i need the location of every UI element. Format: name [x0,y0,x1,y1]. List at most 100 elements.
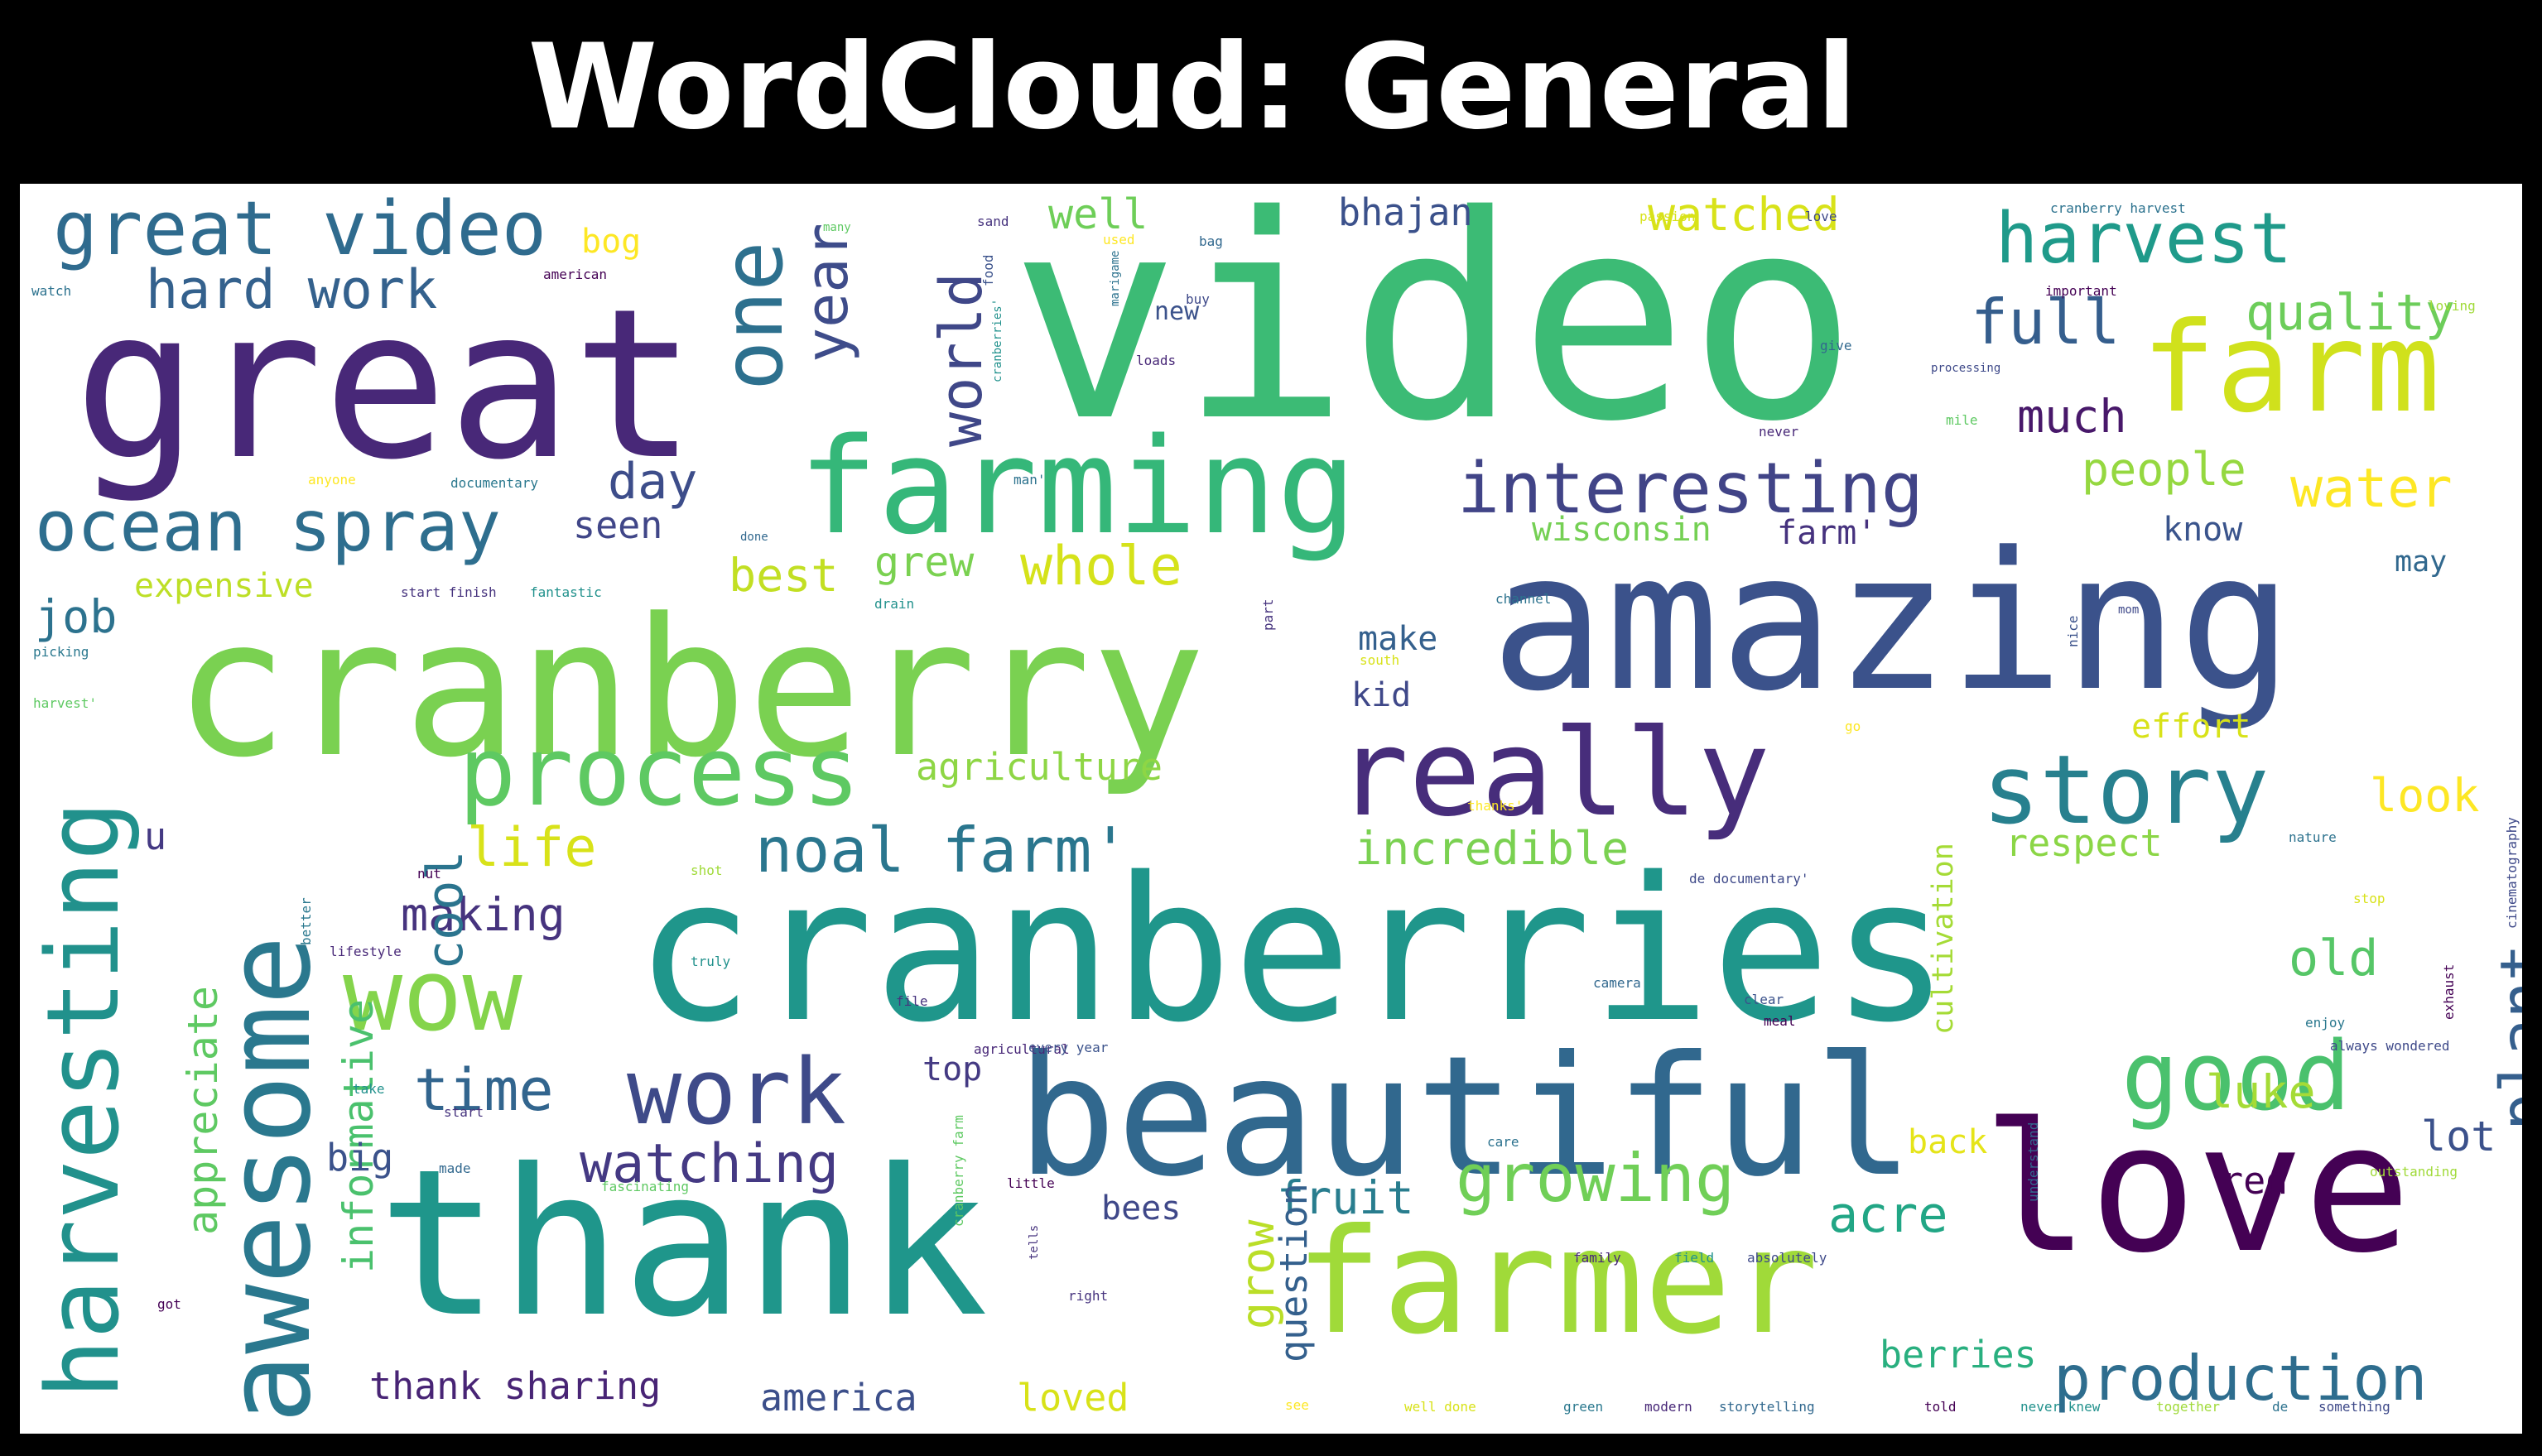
cloud-word: man' [1013,472,1046,488]
cloud-word: south [1360,652,1400,668]
cloud-word: expensive [134,567,314,605]
cloud-word: start finish [401,584,497,600]
cloud-word: care [1487,1134,1519,1150]
cloud-word: shot [691,863,723,878]
cloud-word: beautiful [1017,1021,1914,1213]
cloud-word: love [1805,209,1837,224]
cloud-word: production [2053,1342,2428,1415]
cloud-word: done [740,531,768,544]
cloud-word: used [1103,232,1135,247]
cloud-word: got [157,1296,181,1312]
cloud-word: agricultural [974,1041,1070,1057]
cloud-word: fascinating [601,1179,689,1194]
cloud-word: fruit [1277,1171,1414,1224]
cloud-word: awesome [202,935,337,1424]
cloud-word: respect [2005,821,2163,865]
cloud-word: question [1272,1183,1316,1362]
cloud-word: know [2163,511,2243,549]
cloud-word: acre [1828,1186,1948,1244]
cloud-word: farm [2141,296,2441,440]
cloud-word: growing [1456,1140,1736,1217]
cloud-word: truly [691,954,731,969]
cloud-word: watched [1648,188,1840,241]
cloud-word: harvest [1996,198,2293,280]
cloud-word: amazing [1490,512,2294,733]
cloud-word: always wondered [2330,1038,2450,1054]
cloud-word: bees [1101,1189,1182,1228]
cloud-word: cranberry [174,579,1206,800]
cloud-word: together [2156,1399,2221,1415]
cloud-word: food [980,254,996,286]
cloud-word: noal farm' [755,814,1129,887]
cloud-word: wow [343,939,522,1054]
cloud-word: lifestyle [330,944,402,959]
cloud-word: bhajan [1338,190,1473,234]
cloud-word: processing [1931,362,2001,375]
cloud-word: may [2395,545,2448,579]
cloud-word: little [1007,1175,1055,1191]
cloud-word: interesting [1457,448,1923,530]
cloud-word: plant [2487,944,2522,1131]
cloud-word: outstanding [2370,1164,2458,1180]
cloud-word: de documentary' [1689,871,1809,887]
cloud-word: see [1285,1397,1309,1413]
cloud-word: incredible [1355,822,1630,875]
cloud-word: well [1048,190,1148,238]
cloud-word: big [326,1136,394,1180]
cloud-word: important [2045,283,2117,299]
cloud-word: camera [1593,975,1641,991]
cloud-word: family [1573,1250,1621,1266]
cloud-word: really [1336,704,1770,843]
cloud-word: life [467,817,597,879]
wordcloud-panel: video great cranberry amazing cranberries tha… [20,184,2522,1434]
cloud-word: kid [1351,676,1412,714]
cloud-word: bag [1199,233,1223,249]
cloud-word: appreciate [179,985,227,1235]
cloud-word: nut [417,866,441,882]
cloud-word: made [439,1160,471,1176]
cloud-word: loads [1136,353,1177,368]
cloud-word: seen [573,503,663,547]
cloud-word: cranberries [634,834,1951,1066]
cloud-word: loved [1017,1376,1129,1420]
cloud-word: many [823,221,851,234]
cloud-word: grew [874,538,975,586]
cloud-word: thank [378,1126,989,1362]
cloud-word: cranberry farm [951,1115,966,1227]
cloud-word: buy [1186,291,1210,307]
cloud-word: channel [1495,591,1552,607]
cloud-word: storytelling [1719,1399,1815,1415]
cloud-word: farm' [1777,514,1877,552]
cloud-word: effort [2131,708,2251,746]
cloud-word: something [2318,1399,2390,1415]
cloud-word: harvest' [33,695,98,711]
cloud-word: picking [33,644,89,660]
cloud-word: world [927,272,995,447]
cloud-word: hard work [146,259,438,321]
cloud-word: back [1908,1123,1988,1161]
cloud-word: anyone [308,472,356,488]
cloud-word: take [353,1081,385,1097]
cloud-word: cranberries' [991,298,1004,382]
cloud-word: year [793,223,861,363]
cloud-word: water [2290,458,2453,520]
cloud-word: make [1358,620,1438,658]
cloud-word: ocean spray [35,486,501,568]
cloud-word: clear [1744,992,1784,1007]
cloud-word: thank sharing [369,1364,662,1408]
cloud-word: luke [2206,1065,2316,1118]
cloud-word: mom [2118,603,2140,617]
cloud-word: video [1010,184,1858,483]
cloud-word: work [627,1039,846,1145]
cloud-word: quality [2246,284,2455,342]
cloud-word: de [2272,1399,2289,1415]
cloud-word: thanks' [1467,798,1524,814]
cloud-word: story [1982,735,2270,846]
cloud-word: job [35,590,118,643]
cloud-word: lot [2421,1112,2496,1160]
cloud-word: america [760,1376,917,1420]
cloud-word: told [1924,1399,1957,1415]
cloud-word: love [1982,1084,2411,1292]
cloud-word: drain [874,596,915,612]
cloud-word: one [705,241,802,391]
